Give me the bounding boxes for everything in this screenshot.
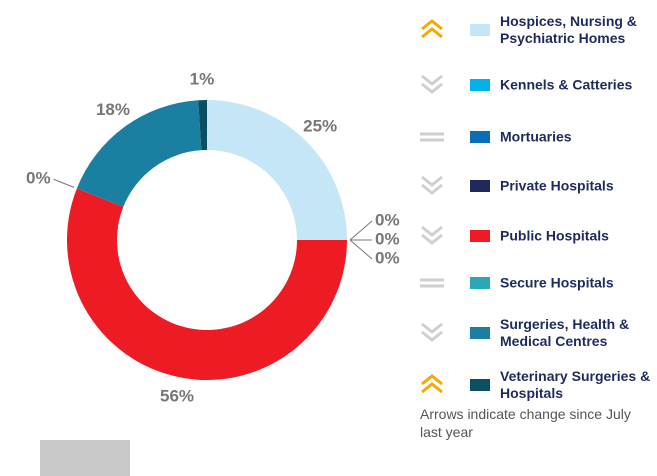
legend-swatch [470, 131, 490, 143]
data-label: 18% [96, 100, 130, 119]
donut-slice [207, 100, 347, 240]
legend-swatch [470, 379, 490, 391]
trend-down [421, 183, 443, 195]
data-label: 1% [190, 70, 215, 89]
legend-label: Public Hospitals [500, 227, 609, 244]
trend-down [421, 233, 443, 245]
legend-swatch [470, 277, 490, 289]
trend-up [421, 374, 443, 386]
legend-label: Private Hospitals [500, 177, 614, 194]
legend-label: Hospices, Nursing & Psychiatric Homes [500, 13, 637, 46]
legend-label: Secure Hospitals [500, 274, 614, 291]
data-label: 0% [375, 248, 400, 267]
trend-down [421, 330, 443, 342]
trend-up [421, 19, 443, 31]
legend-swatch [470, 180, 490, 192]
legend-label: Veterinary Surgeries & Hospitals [500, 368, 651, 401]
footnote: Arrows indicate change since July last y… [420, 406, 631, 440]
trend-up [421, 27, 443, 39]
leader-line [53, 178, 75, 188]
button [40, 440, 130, 476]
trend-down [421, 175, 443, 187]
data-label: 56% [160, 387, 194, 406]
data-label: 0% [375, 210, 400, 229]
donut-slice [198, 100, 207, 151]
legend-label: Surgeries, Health & Medical Centres [500, 316, 630, 349]
trend-up [421, 382, 443, 394]
legend-label: Kennels & Catteries [500, 76, 633, 93]
data-label: 0% [26, 169, 51, 188]
legend-swatch [470, 24, 490, 36]
donut-slice [76, 100, 202, 207]
trend-down [421, 322, 443, 334]
legend-swatch [470, 79, 490, 91]
legend-swatch [470, 327, 490, 339]
data-label: 25% [303, 116, 337, 135]
trend-down [421, 74, 443, 86]
leader-line [349, 220, 373, 241]
trend-down [421, 225, 443, 237]
donut-slice [66, 188, 347, 381]
legend-label: Mortuaries [500, 128, 572, 145]
legend-swatch [470, 230, 490, 242]
trend-down [421, 82, 443, 94]
data-label: 0% [375, 229, 400, 248]
leader-line [349, 239, 373, 260]
